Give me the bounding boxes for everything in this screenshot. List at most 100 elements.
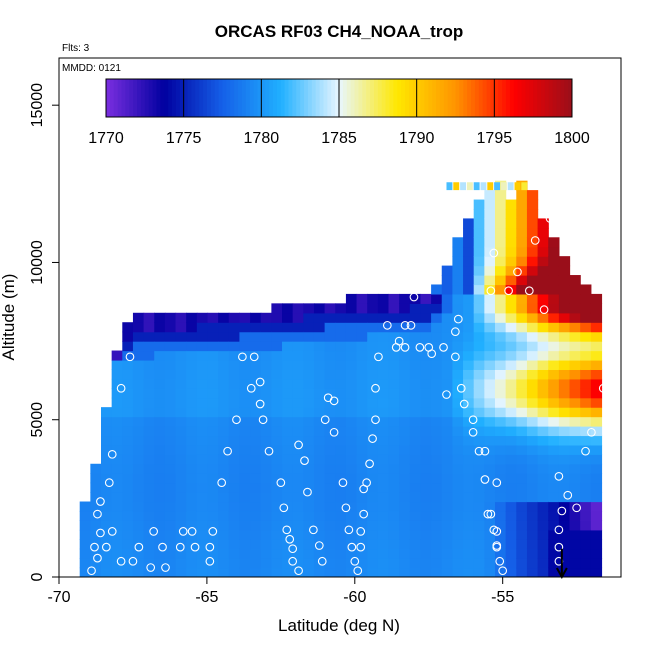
heatmap-cell: [484, 492, 496, 503]
heatmap-cell: [441, 558, 453, 569]
heatmap-cell: [516, 435, 528, 446]
heatmap-cell: [526, 293, 539, 304]
heatmap-cell: [548, 312, 560, 323]
heatmap-cell: [590, 426, 603, 437]
heatmap-cell: [505, 293, 517, 304]
heatmap-cell: [409, 501, 422, 512]
observation-point: [190, 542, 200, 552]
heatmap-cell: [505, 454, 517, 465]
heatmap-cell: [122, 482, 134, 493]
heatmap-cell: [441, 482, 453, 493]
heatmap-cell: [473, 293, 485, 304]
heatmap-cell: [101, 416, 113, 427]
heatmap-cell: [271, 322, 283, 333]
heatmap-cell: [377, 501, 390, 512]
heatmap-cell: [377, 444, 390, 455]
heatmap-cell: [313, 397, 326, 408]
heatmap-cell: [335, 359, 347, 370]
colorbar-segment: [560, 79, 565, 117]
heatmap-cell: [175, 341, 187, 352]
heatmap-cell: [356, 293, 368, 304]
heatmap-cell: [186, 426, 198, 437]
heatmap-cell: [260, 548, 272, 559]
heatmap-cell: [335, 492, 347, 503]
heatmap-cell: [122, 359, 134, 370]
colorbar-segment: [187, 79, 192, 117]
heatmap-cell: [335, 416, 347, 427]
heatmap-cell: [228, 444, 241, 455]
heatmap-cell: [111, 359, 123, 370]
heatmap-cell: [431, 501, 443, 512]
heatmap-cell: [537, 529, 549, 540]
heatmap-cell: [505, 246, 517, 257]
heatmap-cell: [484, 218, 496, 229]
heatmap-cell: [282, 397, 294, 408]
heatmap-cell: [207, 501, 219, 512]
observation-point: [492, 527, 502, 536]
heatmap-cell: [590, 539, 603, 550]
heatmap-cell: [505, 350, 517, 361]
colorbar-segment: [323, 79, 328, 117]
heatmap-cell: [516, 539, 528, 550]
heatmap-cell: [431, 520, 443, 531]
observation-point: [208, 527, 218, 536]
heatmap-cell: [537, 435, 549, 446]
heatmap-cell: [79, 510, 91, 521]
heatmap-cell: [196, 567, 209, 577]
heatmap-cell: [335, 407, 347, 418]
observation-point: [557, 506, 567, 516]
heatmap-cell: [292, 435, 304, 446]
heatmap-cell: [196, 407, 209, 418]
heatmap-cell: [377, 397, 390, 408]
heatmap-cell: [388, 567, 400, 577]
heatmap-cell: [441, 312, 453, 323]
colorbar-segment: [533, 79, 538, 117]
colorbar-segment: [183, 79, 189, 117]
heatmap-cell: [122, 416, 134, 427]
heatmap-cell: [250, 520, 262, 531]
heatmap-cell: [558, 359, 571, 370]
heatmap-cell: [526, 312, 539, 323]
heatmap-cell: [335, 331, 347, 342]
colorbar-segment: [327, 79, 332, 117]
colorbar-segment: [109, 79, 115, 117]
heatmap-cell: [143, 322, 155, 333]
heatmap-cell: [164, 312, 177, 323]
heatmap-cell: [569, 397, 581, 408]
heatmap-cell: [463, 246, 475, 257]
heatmap-cell: [452, 246, 464, 257]
heatmap-cell: [484, 190, 496, 201]
heatmap-cell: [345, 520, 358, 531]
heatmap-cell: [132, 463, 145, 474]
heatmap-cell: [282, 369, 294, 380]
heatmap-cell: [154, 501, 166, 512]
heatmap-cell: [101, 558, 113, 569]
colorbar-segment: [439, 79, 445, 117]
colorbar-segment: [160, 79, 165, 117]
heatmap-cell: [494, 416, 507, 427]
heatmap-cell: [537, 303, 549, 314]
heatmap-cell: [292, 539, 304, 550]
heatmap-cell: [590, 397, 603, 408]
heatmap-cell: [409, 341, 422, 352]
heatmap-cell: [324, 501, 336, 512]
heatmap-cell: [441, 359, 453, 370]
heatmap-cell: [186, 435, 198, 446]
heatmap-cell: [345, 473, 358, 484]
heatmap-cell: [441, 265, 453, 276]
heatmap-cell: [399, 397, 411, 408]
heatmap-cell: [494, 529, 507, 540]
heatmap-cell: [399, 293, 411, 304]
heatmap-cell: [473, 331, 485, 342]
observation-point: [146, 563, 156, 572]
heatmap-cell: [590, 388, 603, 399]
heatmap-cell: [111, 407, 123, 418]
heatmap-cell: [260, 567, 272, 577]
heatmap-cell: [239, 322, 251, 333]
observation-point: [116, 556, 126, 566]
heatmap-cell: [409, 426, 422, 437]
heatmap-cell: [79, 529, 91, 540]
observation-point: [368, 434, 377, 443]
heatmap-cell: [101, 529, 113, 540]
heatmap-cell: [239, 454, 251, 465]
